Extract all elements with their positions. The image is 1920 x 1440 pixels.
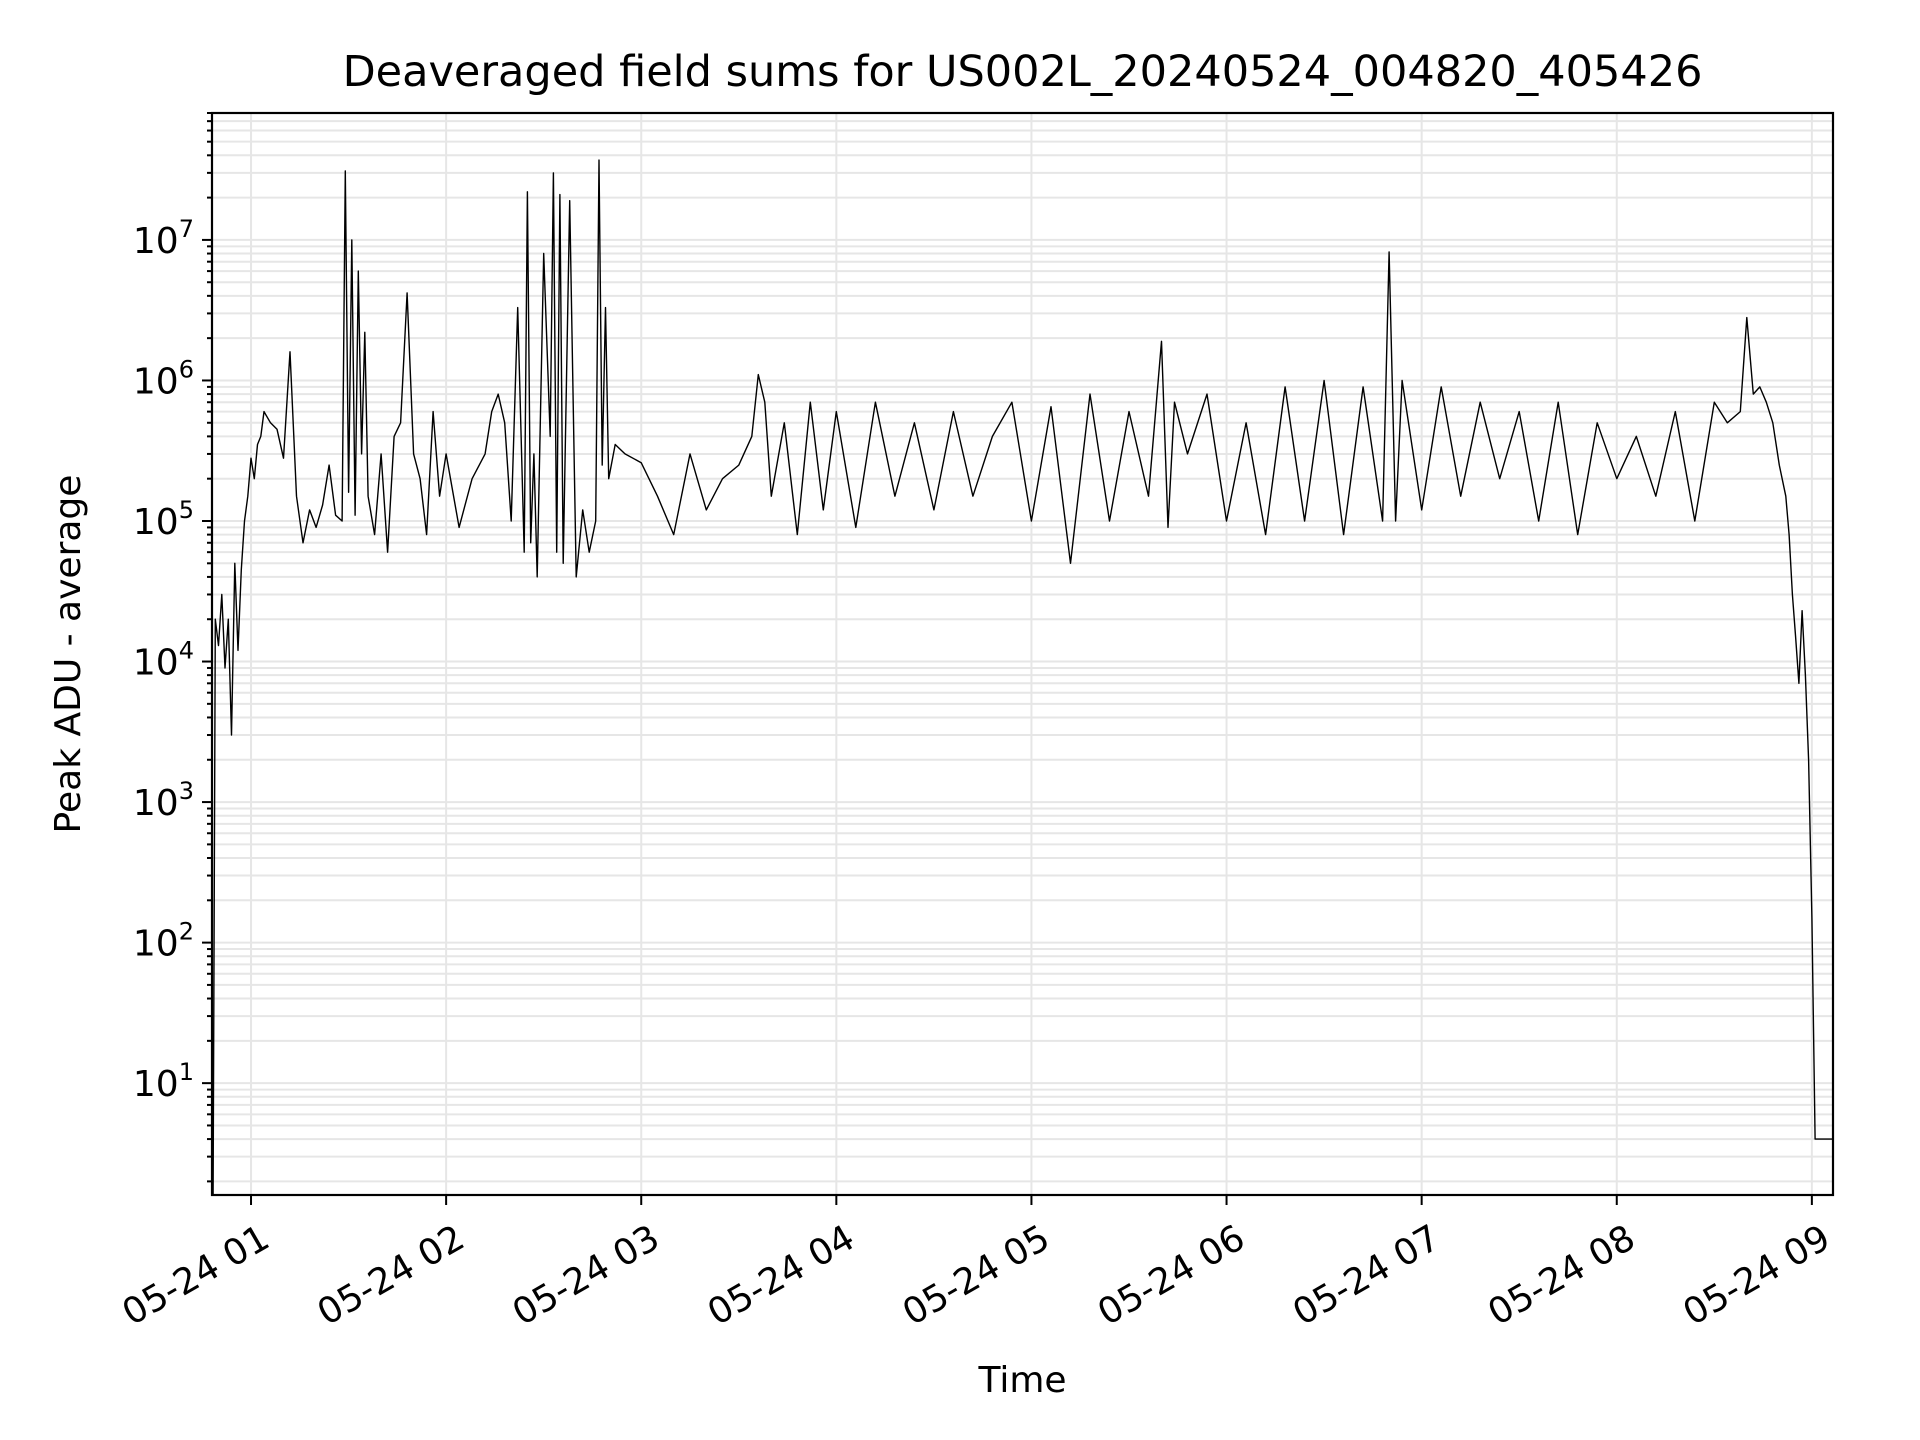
y-tick-label: 105 <box>133 496 194 543</box>
y-tick-label: 106 <box>133 355 194 402</box>
y-tick-label: 107 <box>133 215 194 262</box>
y-axis-label: Peak ADU - average <box>48 475 89 834</box>
grid <box>212 112 1833 1195</box>
series-line <box>212 159 1833 1196</box>
y-tick-label: 101 <box>133 1058 194 1105</box>
series-layer <box>212 159 1833 1196</box>
y-tick-label: 102 <box>133 918 194 965</box>
x-axis-label: Time <box>977 1360 1066 1401</box>
plot-frame <box>210 111 1835 1197</box>
y-axis-ticks: 101 102 103 104 105 106 107 <box>133 112 212 1183</box>
y-tick-label: 103 <box>133 777 194 824</box>
chart-title: Deaveraged field sums for US002L_2024052… <box>343 47 1703 97</box>
y-tick-label: 104 <box>133 637 194 684</box>
